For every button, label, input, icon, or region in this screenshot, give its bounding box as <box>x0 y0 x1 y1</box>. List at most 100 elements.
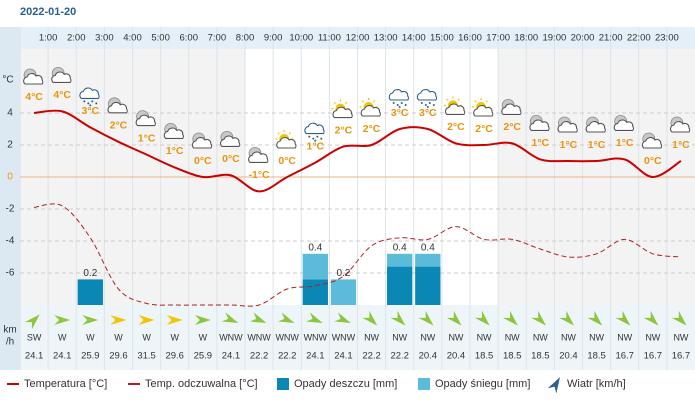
wind-unit: km <box>3 325 16 336</box>
sun-ray <box>344 101 348 105</box>
weather-icon <box>557 116 578 133</box>
hour-label: 15:00 <box>430 33 454 44</box>
snowflake <box>404 104 407 106</box>
hour-label: 4:00 <box>123 33 142 44</box>
wind-arrow <box>54 315 71 325</box>
snowflake <box>424 104 427 106</box>
precip-label: 0.2 <box>83 268 97 279</box>
temperature-label: 2°C <box>110 120 128 132</box>
cloud <box>332 106 353 119</box>
wind-arrow <box>166 315 183 325</box>
wind-arrow <box>362 310 378 326</box>
cloud <box>585 121 606 133</box>
cloud <box>416 89 438 101</box>
cloud <box>501 103 522 115</box>
cloud <box>557 121 578 133</box>
snowflake <box>312 137 315 140</box>
wind-unit: /h <box>6 337 14 348</box>
wind-arrow <box>671 310 687 326</box>
wind-arrow <box>82 315 99 325</box>
cloud <box>445 103 466 115</box>
legend-label: Temperatura [°C] <box>24 378 107 390</box>
temperature-label: 2°C <box>475 123 493 135</box>
weather-icon <box>670 116 691 133</box>
legend-swatch <box>277 378 289 390</box>
wind-speed: 20.4 <box>559 351 578 362</box>
cloud <box>276 137 297 149</box>
feels-like-line <box>33 203 681 307</box>
snowflake <box>308 135 311 138</box>
weather-icon <box>275 130 297 149</box>
wind-direction: WNW <box>304 332 328 342</box>
temperature-label: 0°C <box>194 155 212 167</box>
wind-arrow <box>24 314 40 330</box>
hour-label: 14:00 <box>402 33 426 44</box>
cloud <box>135 114 156 127</box>
sun-ray <box>277 132 280 135</box>
snowflake <box>87 102 90 105</box>
hour-label: 19:00 <box>542 33 566 44</box>
wind-direction: W <box>199 332 208 342</box>
hour-label: 1:00 <box>39 33 58 44</box>
rain-bar <box>415 266 441 305</box>
temperature-label: 1°C <box>616 137 634 149</box>
legend-arrow <box>547 377 560 394</box>
wind-speed: 29.6 <box>109 351 128 362</box>
temperature-label: 4°C <box>25 91 43 103</box>
hour-label: 17:00 <box>486 33 510 44</box>
sun-ray <box>446 98 449 101</box>
date: 2022-01-20 <box>20 6 76 18</box>
precip-label: 0.4 <box>308 242 322 253</box>
wind-direction: NW <box>364 332 379 342</box>
legend-swatch <box>418 378 430 390</box>
wind-speed: 24.1 <box>334 351 353 362</box>
wind-speed: 24.1 <box>53 351 72 362</box>
wind-speed: 29.6 <box>165 351 184 362</box>
wind-arrow <box>418 310 434 326</box>
weather-icon <box>23 68 44 85</box>
temperature-label: 0°C <box>644 155 662 167</box>
weather-icon <box>416 89 438 108</box>
snowflake <box>396 104 399 106</box>
wind-speed: 16.7 <box>672 351 691 362</box>
wind-direction: NW <box>589 332 604 342</box>
wind-direction: NW <box>561 332 576 342</box>
wind-speed: 18.5 <box>503 351 522 362</box>
wind-speed: 18.5 <box>587 351 606 362</box>
hour-label: 11:00 <box>318 33 341 44</box>
weather-icon <box>613 115 634 131</box>
snowflake <box>91 100 94 103</box>
legend-label: Opady śniegu [mm] <box>435 378 530 390</box>
hour-label: 12:00 <box>346 33 370 44</box>
wind-speed: 18.5 <box>531 351 550 362</box>
rain-bar <box>302 279 328 305</box>
snowflake <box>398 106 401 108</box>
precip-label: 0.4 <box>393 242 407 253</box>
y-axis-label: °C <box>2 75 13 86</box>
temperature-label: 0°C <box>278 155 296 167</box>
wind-direction: W <box>86 332 95 342</box>
wind-arrow <box>531 310 546 326</box>
temperature-label: 1°C <box>307 140 325 152</box>
cloud <box>388 89 409 101</box>
y-tick-label: 2 <box>7 140 13 151</box>
hour-label: 5:00 <box>151 33 170 44</box>
sun-ray <box>485 100 488 103</box>
weather-icon <box>220 130 241 147</box>
cloud <box>613 119 634 131</box>
hour-label: 13:00 <box>374 33 398 44</box>
wind-direction: NW <box>533 332 548 342</box>
weather-icon <box>248 146 269 163</box>
hour-label: 20:00 <box>571 33 595 44</box>
temperature-label: 2°C <box>363 123 381 135</box>
wind-speed: 22.2 <box>278 351 297 362</box>
snowflake <box>320 137 323 140</box>
wind-arrow <box>138 315 155 325</box>
snowflake <box>400 102 403 104</box>
sun-ray <box>361 100 365 103</box>
temperature-label: 3°C <box>82 105 100 117</box>
temperature-label: 1°C <box>138 132 156 144</box>
snow-bar <box>330 279 357 305</box>
cloud <box>23 73 44 85</box>
temperature-label: 4°C <box>53 89 71 101</box>
